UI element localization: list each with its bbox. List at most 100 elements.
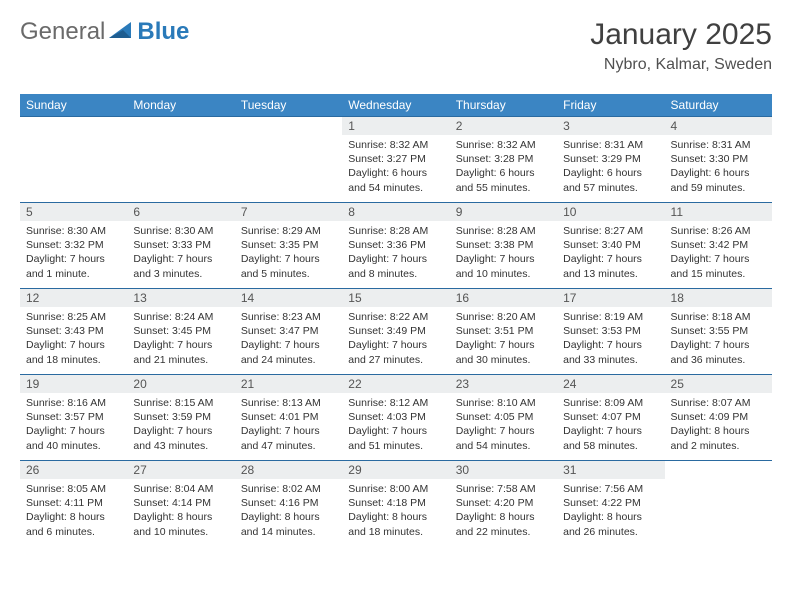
calendar-cell [20, 117, 127, 203]
day-header: Wednesday [342, 94, 449, 117]
day-number: 19 [20, 375, 127, 393]
day-detail: Sunrise: 8:25 AMSunset: 3:43 PMDaylight:… [20, 307, 127, 371]
calendar-body: 1Sunrise: 8:32 AMSunset: 3:27 PMDaylight… [20, 117, 772, 547]
day-detail: Sunrise: 8:02 AMSunset: 4:16 PMDaylight:… [235, 479, 342, 543]
day-detail: Sunrise: 8:18 AMSunset: 3:55 PMDaylight:… [665, 307, 772, 371]
page-title: January 2025 [590, 18, 772, 52]
day-detail: Sunrise: 8:15 AMSunset: 3:59 PMDaylight:… [127, 393, 234, 457]
day-detail: Sunrise: 8:31 AMSunset: 3:29 PMDaylight:… [557, 135, 664, 199]
day-header: Tuesday [235, 94, 342, 117]
calendar-cell: 28Sunrise: 8:02 AMSunset: 4:16 PMDayligh… [235, 461, 342, 547]
day-detail: Sunrise: 8:05 AMSunset: 4:11 PMDaylight:… [20, 479, 127, 543]
calendar-cell: 5Sunrise: 8:30 AMSunset: 3:32 PMDaylight… [20, 203, 127, 289]
day-number: 31 [557, 461, 664, 479]
day-header: Monday [127, 94, 234, 117]
day-number: 24 [557, 375, 664, 393]
day-detail: Sunrise: 8:16 AMSunset: 3:57 PMDaylight:… [20, 393, 127, 457]
day-number: 25 [665, 375, 772, 393]
day-detail: Sunrise: 8:26 AMSunset: 3:42 PMDaylight:… [665, 221, 772, 285]
day-number: 3 [557, 117, 664, 135]
day-detail: Sunrise: 8:30 AMSunset: 3:32 PMDaylight:… [20, 221, 127, 285]
day-detail: Sunrise: 7:58 AMSunset: 4:20 PMDaylight:… [450, 479, 557, 543]
day-header-row: Sunday Monday Tuesday Wednesday Thursday… [20, 94, 772, 117]
calendar-cell: 26Sunrise: 8:05 AMSunset: 4:11 PMDayligh… [20, 461, 127, 547]
day-number: 16 [450, 289, 557, 307]
day-detail: Sunrise: 8:12 AMSunset: 4:03 PMDaylight:… [342, 393, 449, 457]
day-detail: Sunrise: 8:24 AMSunset: 3:45 PMDaylight:… [127, 307, 234, 371]
day-number: 9 [450, 203, 557, 221]
day-detail: Sunrise: 8:07 AMSunset: 4:09 PMDaylight:… [665, 393, 772, 457]
day-number: 20 [127, 375, 234, 393]
day-number: 7 [235, 203, 342, 221]
day-header: Sunday [20, 94, 127, 117]
logo-text-blue: Blue [137, 18, 189, 46]
day-number: 6 [127, 203, 234, 221]
calendar-cell: 31Sunrise: 7:56 AMSunset: 4:22 PMDayligh… [557, 461, 664, 547]
calendar-cell: 8Sunrise: 8:28 AMSunset: 3:36 PMDaylight… [342, 203, 449, 289]
calendar-cell [665, 461, 772, 547]
day-detail: Sunrise: 8:13 AMSunset: 4:01 PMDaylight:… [235, 393, 342, 457]
day-detail: Sunrise: 8:23 AMSunset: 3:47 PMDaylight:… [235, 307, 342, 371]
day-detail: Sunrise: 7:56 AMSunset: 4:22 PMDaylight:… [557, 479, 664, 543]
calendar-row: 19Sunrise: 8:16 AMSunset: 3:57 PMDayligh… [20, 375, 772, 461]
day-number: 17 [557, 289, 664, 307]
calendar-cell: 1Sunrise: 8:32 AMSunset: 3:27 PMDaylight… [342, 117, 449, 203]
calendar-cell: 17Sunrise: 8:19 AMSunset: 3:53 PMDayligh… [557, 289, 664, 375]
day-detail: Sunrise: 8:09 AMSunset: 4:07 PMDaylight:… [557, 393, 664, 457]
day-header: Saturday [665, 94, 772, 117]
calendar-cell: 4Sunrise: 8:31 AMSunset: 3:30 PMDaylight… [665, 117, 772, 203]
day-number: 5 [20, 203, 127, 221]
day-number: 29 [342, 461, 449, 479]
day-header: Friday [557, 94, 664, 117]
day-detail: Sunrise: 8:30 AMSunset: 3:33 PMDaylight:… [127, 221, 234, 285]
calendar-row: 26Sunrise: 8:05 AMSunset: 4:11 PMDayligh… [20, 461, 772, 547]
calendar-cell: 11Sunrise: 8:26 AMSunset: 3:42 PMDayligh… [665, 203, 772, 289]
day-number: 4 [665, 117, 772, 135]
day-detail: Sunrise: 8:19 AMSunset: 3:53 PMDaylight:… [557, 307, 664, 371]
day-number: 22 [342, 375, 449, 393]
day-number: 26 [20, 461, 127, 479]
calendar-cell: 3Sunrise: 8:31 AMSunset: 3:29 PMDaylight… [557, 117, 664, 203]
day-detail: Sunrise: 8:04 AMSunset: 4:14 PMDaylight:… [127, 479, 234, 543]
day-number: 2 [450, 117, 557, 135]
logo-mark-icon [109, 20, 135, 45]
day-number: 28 [235, 461, 342, 479]
day-number: 13 [127, 289, 234, 307]
day-number: 11 [665, 203, 772, 221]
calendar-cell: 21Sunrise: 8:13 AMSunset: 4:01 PMDayligh… [235, 375, 342, 461]
calendar-cell: 14Sunrise: 8:23 AMSunset: 3:47 PMDayligh… [235, 289, 342, 375]
calendar-table: Sunday Monday Tuesday Wednesday Thursday… [20, 94, 772, 547]
day-detail: Sunrise: 8:20 AMSunset: 3:51 PMDaylight:… [450, 307, 557, 371]
day-number: 27 [127, 461, 234, 479]
day-detail: Sunrise: 8:27 AMSunset: 3:40 PMDaylight:… [557, 221, 664, 285]
calendar-cell: 18Sunrise: 8:18 AMSunset: 3:55 PMDayligh… [665, 289, 772, 375]
day-detail: Sunrise: 8:28 AMSunset: 3:38 PMDaylight:… [450, 221, 557, 285]
day-number: 21 [235, 375, 342, 393]
day-detail: Sunrise: 8:28 AMSunset: 3:36 PMDaylight:… [342, 221, 449, 285]
calendar-cell: 15Sunrise: 8:22 AMSunset: 3:49 PMDayligh… [342, 289, 449, 375]
calendar-cell: 6Sunrise: 8:30 AMSunset: 3:33 PMDaylight… [127, 203, 234, 289]
calendar-cell: 20Sunrise: 8:15 AMSunset: 3:59 PMDayligh… [127, 375, 234, 461]
day-number: 14 [235, 289, 342, 307]
day-header: Thursday [450, 94, 557, 117]
day-detail: Sunrise: 8:29 AMSunset: 3:35 PMDaylight:… [235, 221, 342, 285]
location-text: Nybro, Kalmar, Sweden [590, 56, 772, 74]
calendar-cell: 29Sunrise: 8:00 AMSunset: 4:18 PMDayligh… [342, 461, 449, 547]
logo-text-general: General [20, 18, 105, 46]
calendar-row: 12Sunrise: 8:25 AMSunset: 3:43 PMDayligh… [20, 289, 772, 375]
calendar-cell [235, 117, 342, 203]
day-detail: Sunrise: 8:32 AMSunset: 3:28 PMDaylight:… [450, 135, 557, 199]
logo: General Blue [20, 18, 189, 46]
calendar-cell: 25Sunrise: 8:07 AMSunset: 4:09 PMDayligh… [665, 375, 772, 461]
calendar-cell: 7Sunrise: 8:29 AMSunset: 3:35 PMDaylight… [235, 203, 342, 289]
day-detail: Sunrise: 8:32 AMSunset: 3:27 PMDaylight:… [342, 135, 449, 199]
calendar-cell: 22Sunrise: 8:12 AMSunset: 4:03 PMDayligh… [342, 375, 449, 461]
day-detail: Sunrise: 8:10 AMSunset: 4:05 PMDaylight:… [450, 393, 557, 457]
day-detail: Sunrise: 8:22 AMSunset: 3:49 PMDaylight:… [342, 307, 449, 371]
calendar-cell: 23Sunrise: 8:10 AMSunset: 4:05 PMDayligh… [450, 375, 557, 461]
calendar-cell [127, 117, 234, 203]
title-block: January 2025 Nybro, Kalmar, Sweden [590, 18, 772, 74]
day-number: 18 [665, 289, 772, 307]
calendar-cell: 30Sunrise: 7:58 AMSunset: 4:20 PMDayligh… [450, 461, 557, 547]
calendar-cell: 19Sunrise: 8:16 AMSunset: 3:57 PMDayligh… [20, 375, 127, 461]
